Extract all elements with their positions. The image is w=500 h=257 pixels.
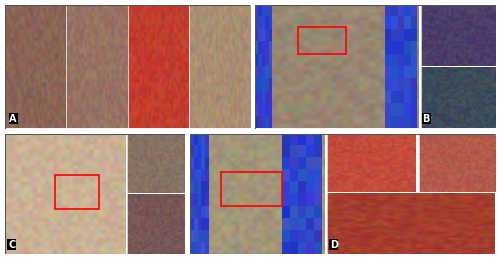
Bar bbox=[56, 175, 98, 208]
Text: D: D bbox=[330, 240, 338, 250]
Text: B: B bbox=[422, 114, 430, 124]
Bar bbox=[298, 27, 346, 54]
Text: C: C bbox=[8, 240, 16, 250]
Text: A: A bbox=[10, 114, 17, 124]
Bar bbox=[220, 172, 282, 206]
